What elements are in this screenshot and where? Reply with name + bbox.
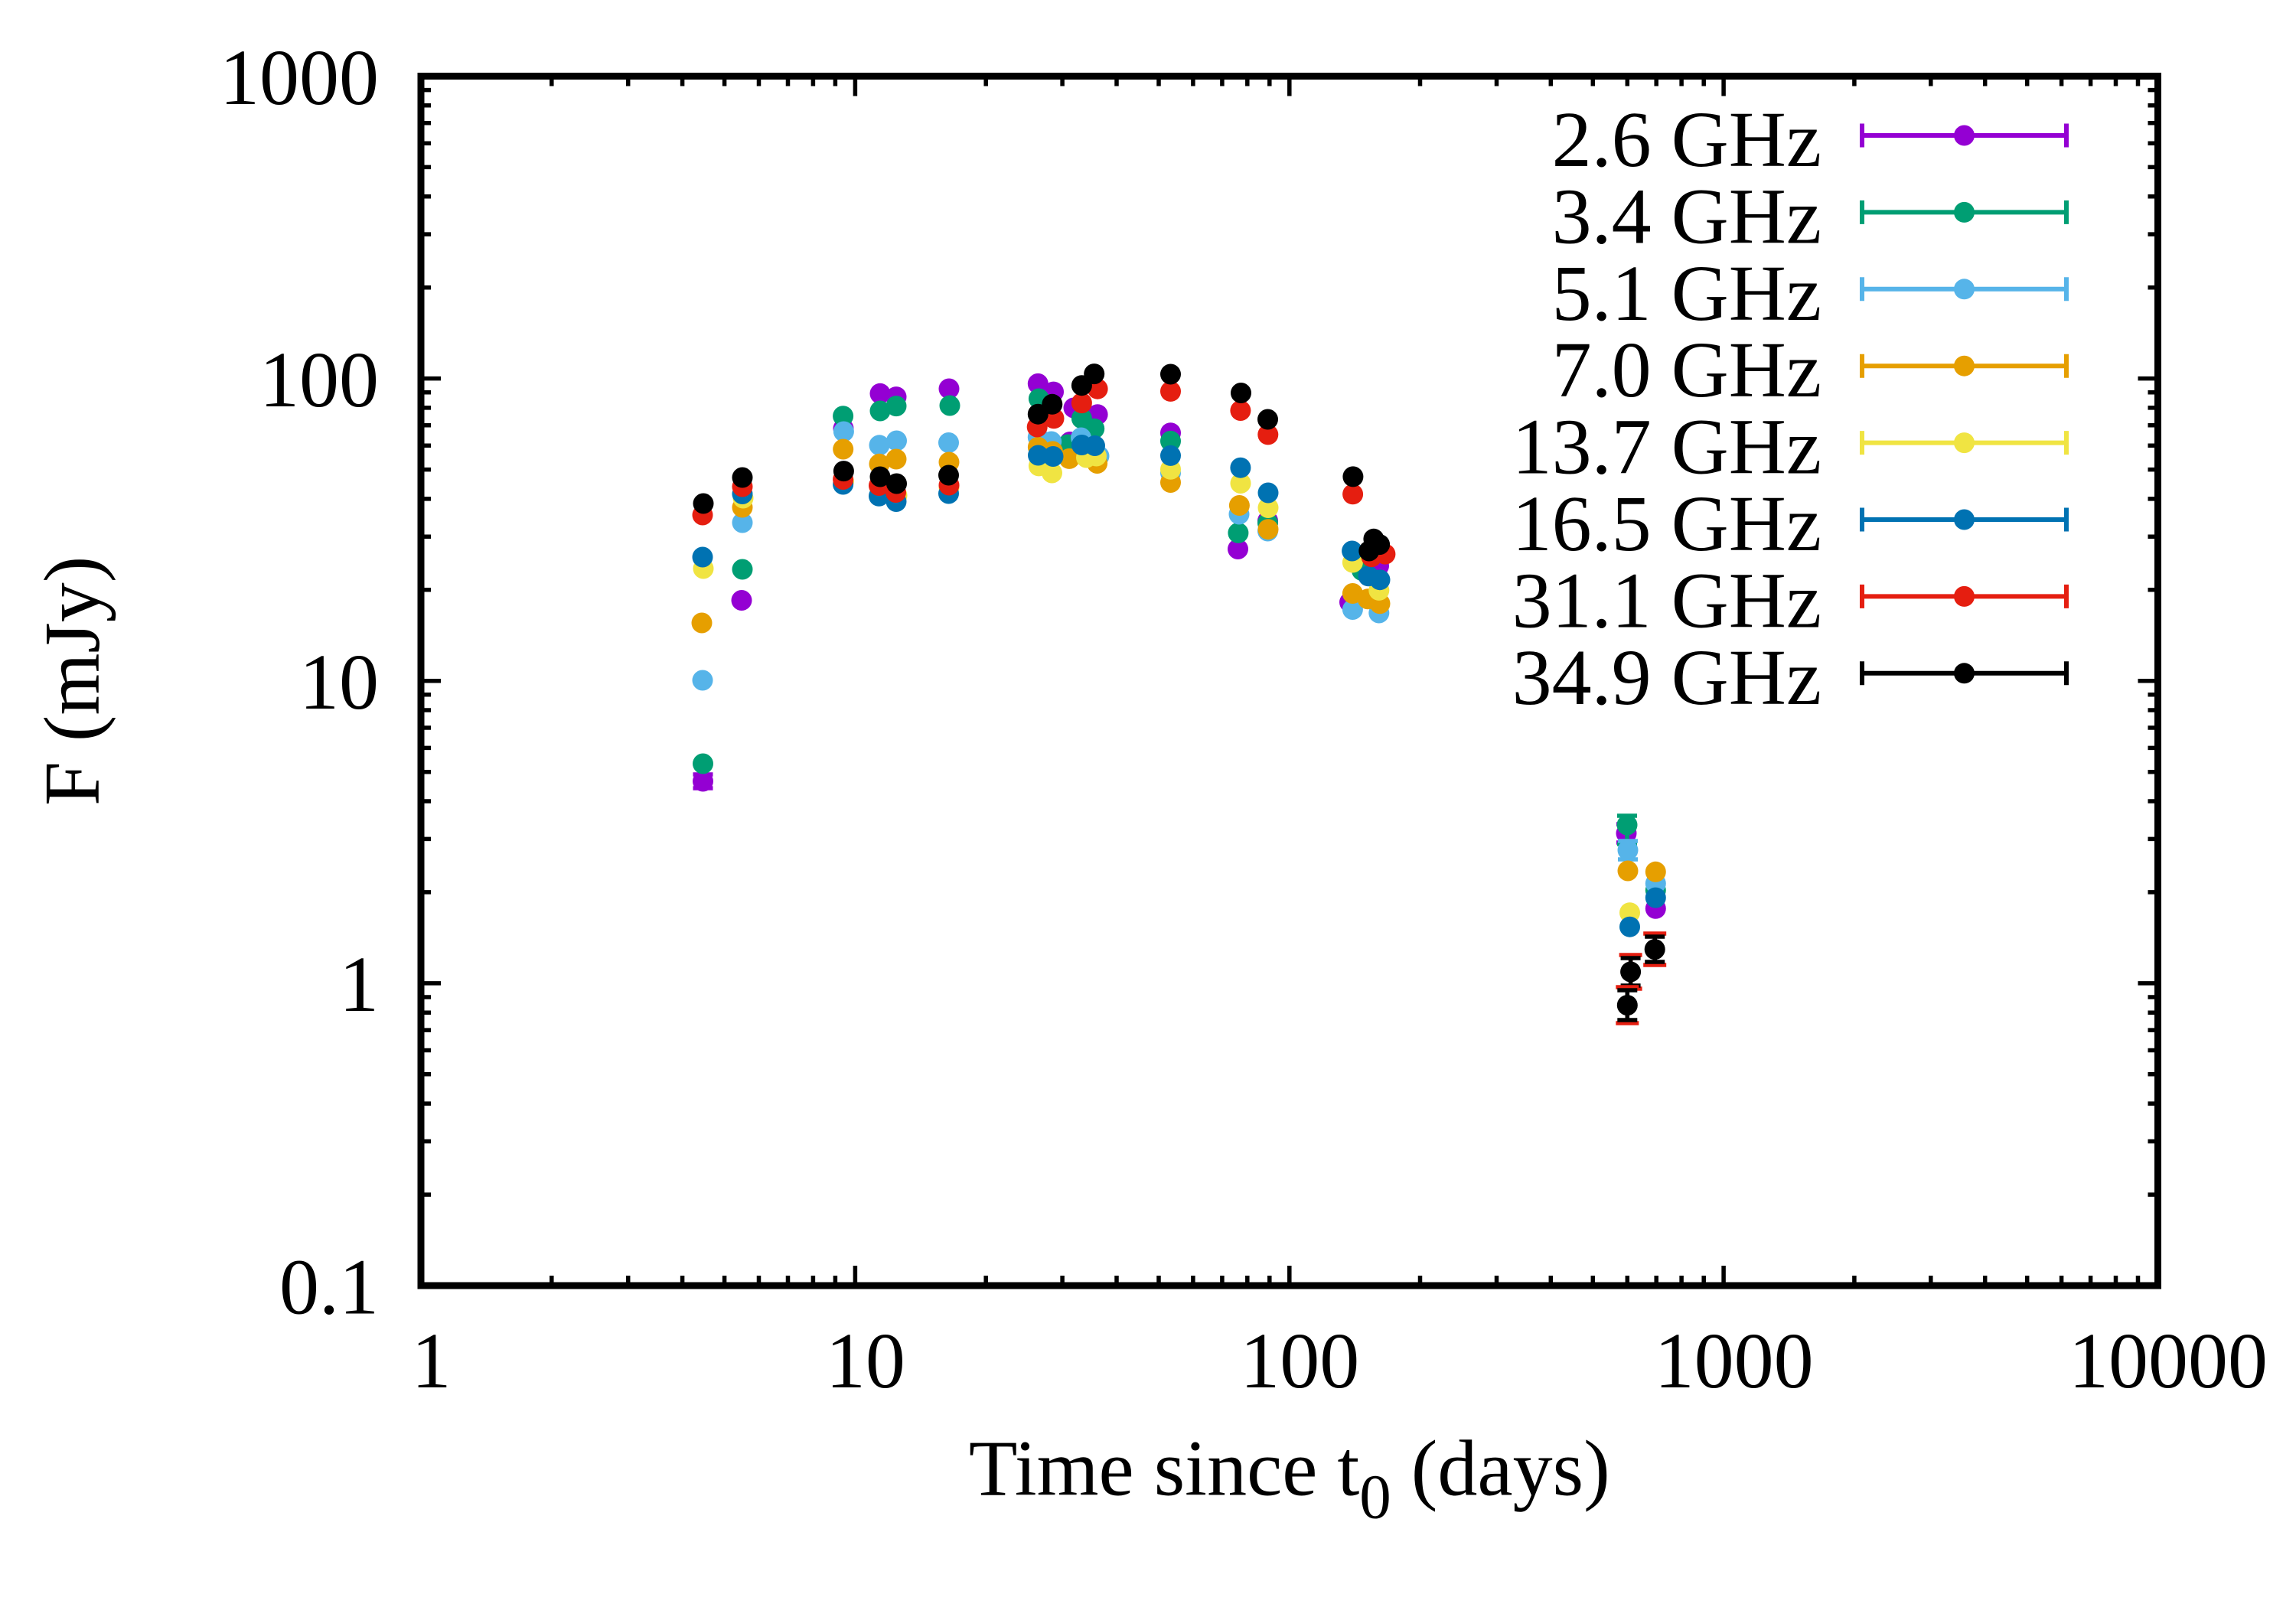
svg-text:1: 1 xyxy=(339,940,379,1028)
svg-text:13.7 GHz: 13.7 GHz xyxy=(1512,403,1821,491)
svg-text:100: 100 xyxy=(259,336,379,424)
svg-text:10000: 10000 xyxy=(2069,1317,2268,1405)
svg-text:2.6 GHz: 2.6 GHz xyxy=(1552,96,1821,184)
svg-text:F (mJy): F (mJy) xyxy=(28,556,116,806)
svg-text:16.5 GHz: 16.5 GHz xyxy=(1512,480,1821,568)
svg-text:5.1 GHz: 5.1 GHz xyxy=(1552,249,1821,337)
svg-text:10: 10 xyxy=(299,638,379,726)
svg-text:1: 1 xyxy=(412,1317,452,1405)
svg-text:0.1: 0.1 xyxy=(279,1243,379,1331)
svg-text:1000: 1000 xyxy=(1655,1317,1814,1405)
svg-text:31.1 GHz: 31.1 GHz xyxy=(1512,556,1821,644)
svg-text:3.4 GHz: 3.4 GHz xyxy=(1552,172,1821,260)
svg-text:100: 100 xyxy=(1240,1317,1359,1405)
svg-text:1000: 1000 xyxy=(220,34,379,122)
svg-text:34.9 GHz: 34.9 GHz xyxy=(1512,634,1821,722)
svg-text:7.0 GHz: 7.0 GHz xyxy=(1552,326,1821,414)
svg-text:10: 10 xyxy=(826,1317,905,1405)
